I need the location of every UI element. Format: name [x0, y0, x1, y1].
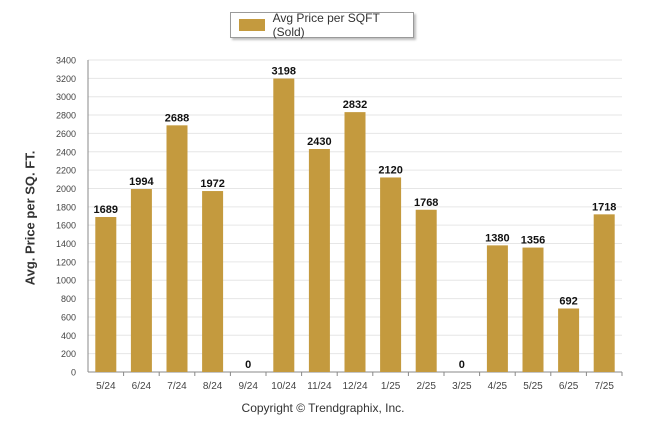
data-label: 0 — [459, 359, 465, 371]
data-label: 1994 — [129, 176, 154, 188]
y-tick-label: 200 — [61, 349, 76, 359]
y-tick-label: 400 — [61, 331, 76, 341]
data-label: 692 — [559, 295, 577, 307]
x-tick-label: 7/24 — [167, 381, 187, 392]
x-tick-label: 5/24 — [96, 381, 116, 392]
y-tick-label: 2000 — [56, 184, 76, 194]
data-label: 2120 — [378, 164, 402, 176]
y-tick-label: 2600 — [56, 129, 76, 139]
bar-4/25 — [486, 245, 508, 372]
x-tick-label: 9/24 — [238, 381, 258, 392]
bar-8/24 — [202, 191, 224, 372]
bar-7/25 — [593, 214, 615, 372]
data-label: 1356 — [521, 235, 545, 247]
copyright-credit: Copyright © Trendgraphix, Inc. — [241, 401, 405, 415]
y-tick-label: 600 — [61, 312, 76, 322]
legend-label: Avg Price per SQFT (Sold) — [272, 11, 380, 39]
x-tick-label: 7/25 — [594, 381, 614, 392]
y-tick-label: 3400 — [56, 56, 76, 66]
bar-5/25 — [522, 247, 544, 372]
data-label: 1768 — [414, 197, 438, 209]
data-label: 1718 — [592, 201, 616, 213]
x-tick-label: 2/25 — [416, 381, 436, 392]
x-tick-label: 5/25 — [523, 381, 543, 392]
bar-11/24 — [308, 149, 330, 372]
y-tick-label: 800 — [61, 294, 76, 304]
data-label: 2832 — [343, 99, 367, 111]
chart-legend: Avg Price per SQFT (Sold) — [230, 11, 414, 39]
x-tick-label: 12/24 — [342, 381, 367, 392]
y-tick-label: 2800 — [56, 111, 76, 121]
y-tick-label: 1600 — [56, 221, 76, 231]
x-tick-label: 3/25 — [452, 381, 472, 392]
y-tick-label: 2200 — [56, 166, 76, 176]
bar-10/24 — [273, 78, 295, 372]
legend-swatch — [239, 19, 265, 31]
x-tick-label: 6/25 — [559, 381, 579, 392]
y-tick-label: 0 — [71, 368, 76, 378]
y-tick-label: 1400 — [56, 239, 76, 249]
y-tick-label: 1000 — [56, 276, 76, 286]
x-tick-label: 1/25 — [381, 381, 401, 392]
bar-6/24 — [130, 189, 152, 372]
bar-6/25 — [558, 308, 580, 372]
bar-1/25 — [380, 177, 402, 372]
data-label: 0 — [245, 359, 251, 371]
bar-5/24 — [95, 217, 117, 372]
data-label: 1689 — [94, 204, 118, 216]
y-tick-label: 2400 — [56, 147, 76, 157]
data-label: 1380 — [485, 232, 509, 244]
x-tick-label: 11/24 — [307, 381, 332, 392]
y-tick-label: 3200 — [56, 74, 76, 84]
x-tick-label: 6/24 — [132, 381, 152, 392]
data-label: 2688 — [165, 112, 189, 124]
bar-7/24 — [166, 125, 188, 372]
x-tick-label: 10/24 — [271, 381, 296, 392]
data-label: 2430 — [307, 136, 331, 148]
data-label: 3198 — [272, 66, 296, 78]
x-tick-label: 8/24 — [203, 381, 223, 392]
bar-2/25 — [415, 209, 437, 372]
x-tick-label: 4/25 — [488, 381, 508, 392]
y-tick-label: 3000 — [56, 92, 76, 102]
y-tick-label: 1800 — [56, 202, 76, 212]
data-label: 1972 — [200, 178, 224, 190]
y-tick-label: 1200 — [56, 257, 76, 267]
bar-12/24 — [344, 112, 366, 373]
